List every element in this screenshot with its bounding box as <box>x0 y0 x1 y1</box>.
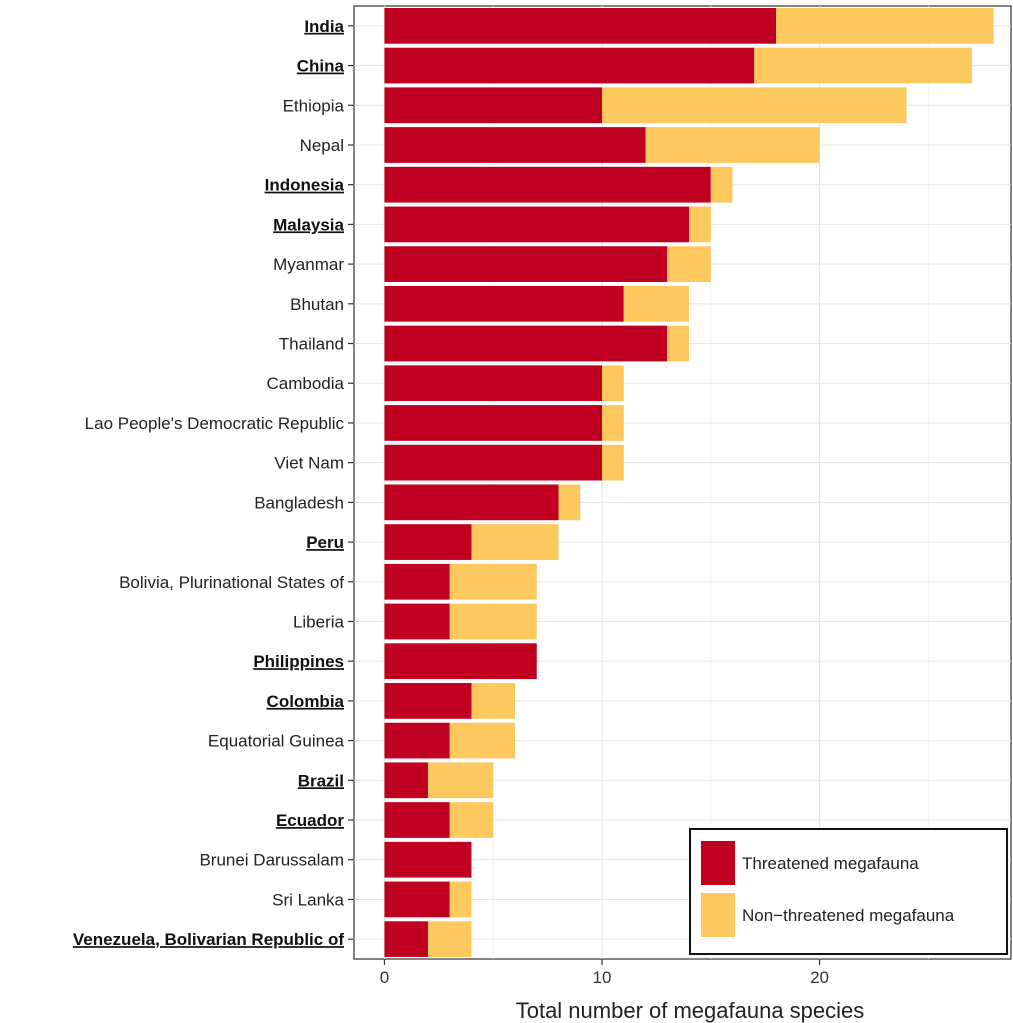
bar-threatened <box>384 325 668 362</box>
bar-threatened <box>384 683 472 719</box>
bar-non-threatened <box>602 444 624 481</box>
bar-threatened <box>384 921 428 958</box>
legend-swatch-threatened <box>701 841 735 885</box>
country-label: Brazil <box>298 771 344 790</box>
country-label: Malaysia <box>273 215 344 234</box>
bar-threatened <box>384 127 646 163</box>
country-label: Liberia <box>293 612 345 631</box>
bar-non-threatened <box>558 484 581 521</box>
country-label: Brunei Darussalam <box>199 851 344 870</box>
bar-non-threatened <box>689 206 711 243</box>
bar-non-threatened <box>449 722 515 759</box>
bar-non-threatened <box>427 921 472 958</box>
country-label: Indonesia <box>265 176 345 195</box>
legend-swatch-non-threatened <box>701 893 735 937</box>
country-label: Peru <box>306 533 344 552</box>
bar-non-threatened <box>602 405 624 441</box>
bar-non-threatened <box>710 166 733 203</box>
legend-box <box>689 828 1008 955</box>
bar-threatened <box>384 881 450 918</box>
country-label: Lao People's Democratic Republic <box>85 414 345 433</box>
country-label: Sri Lanka <box>272 890 344 909</box>
x-axis-title: Total number of megafauna species <box>516 998 865 1023</box>
legend-label-non-threatened: Non−threatened megafauna <box>742 906 955 925</box>
country-label: Philippines <box>253 652 344 671</box>
x-tick-label: 0 <box>380 968 389 987</box>
country-label: Myanmar <box>273 255 344 274</box>
bar-non-threatened <box>427 762 494 799</box>
legend-label-threatened: Threatened megafauna <box>742 854 919 873</box>
bar-threatened <box>384 246 668 282</box>
bar-threatened <box>384 405 603 441</box>
bar-threatened <box>384 643 537 680</box>
bar-non-threatened <box>667 246 711 282</box>
country-label: India <box>304 17 344 36</box>
country-label: Cambodia <box>267 374 345 393</box>
bar-non-threatened <box>449 563 537 600</box>
bar-non-threatened <box>623 285 690 322</box>
x-axis: 0 10 20 <box>380 959 829 987</box>
bar-threatened <box>384 285 624 322</box>
bar-threatened <box>384 563 450 600</box>
country-label: Bangladesh <box>254 493 344 512</box>
bar-threatened <box>384 444 603 481</box>
country-label: Ecuador <box>276 811 344 830</box>
bar-threatened <box>384 365 603 402</box>
bar-threatened <box>384 206 690 243</box>
bar-threatened <box>384 762 428 799</box>
country-label: China <box>297 57 345 76</box>
bar-non-threatened <box>602 365 624 402</box>
bar-threatened <box>384 87 603 124</box>
bar-threatened <box>384 47 755 84</box>
bar-threatened <box>384 524 472 560</box>
country-labels: India China Ethiopia Nepal Indonesia Malaysia… <box>73 17 354 949</box>
country-label: Ethiopia <box>283 96 345 115</box>
bar-threatened <box>384 722 450 759</box>
country-label: Equatorial Guinea <box>208 732 345 751</box>
x-tick-label: 10 <box>593 968 612 987</box>
bar-non-threatened <box>645 127 820 163</box>
country-label: Nepal <box>300 136 344 155</box>
bar-non-threatened <box>449 881 472 918</box>
bars <box>384 7 994 958</box>
bar-non-threatened <box>602 87 907 124</box>
bar-non-threatened <box>754 47 972 84</box>
bar-threatened <box>384 7 777 44</box>
country-label: Venezuela, Bolivarian Republic of <box>73 930 344 949</box>
country-label: Viet Nam <box>274 454 344 473</box>
bar-non-threatened <box>471 683 515 719</box>
bar-threatened <box>384 841 472 878</box>
country-label: Bolivia, Plurinational States of <box>119 573 344 592</box>
bar-non-threatened <box>449 802 494 838</box>
x-tick-label: 20 <box>810 968 829 987</box>
bar-non-threatened <box>776 7 994 44</box>
bar-threatened <box>384 603 450 640</box>
bar-threatened <box>384 802 450 838</box>
bar-threatened <box>384 484 559 521</box>
bar-threatened <box>384 166 711 203</box>
legend: Threatened megafauna Non−threatened mega… <box>689 828 1008 955</box>
country-label: Bhutan <box>290 295 344 314</box>
bar-non-threatened <box>667 325 690 362</box>
bar-non-threatened <box>471 524 559 560</box>
country-label: Colombia <box>267 692 345 711</box>
plot-panel <box>353 5 1012 960</box>
country-label: Thailand <box>279 335 344 354</box>
bar-non-threatened <box>449 603 537 640</box>
